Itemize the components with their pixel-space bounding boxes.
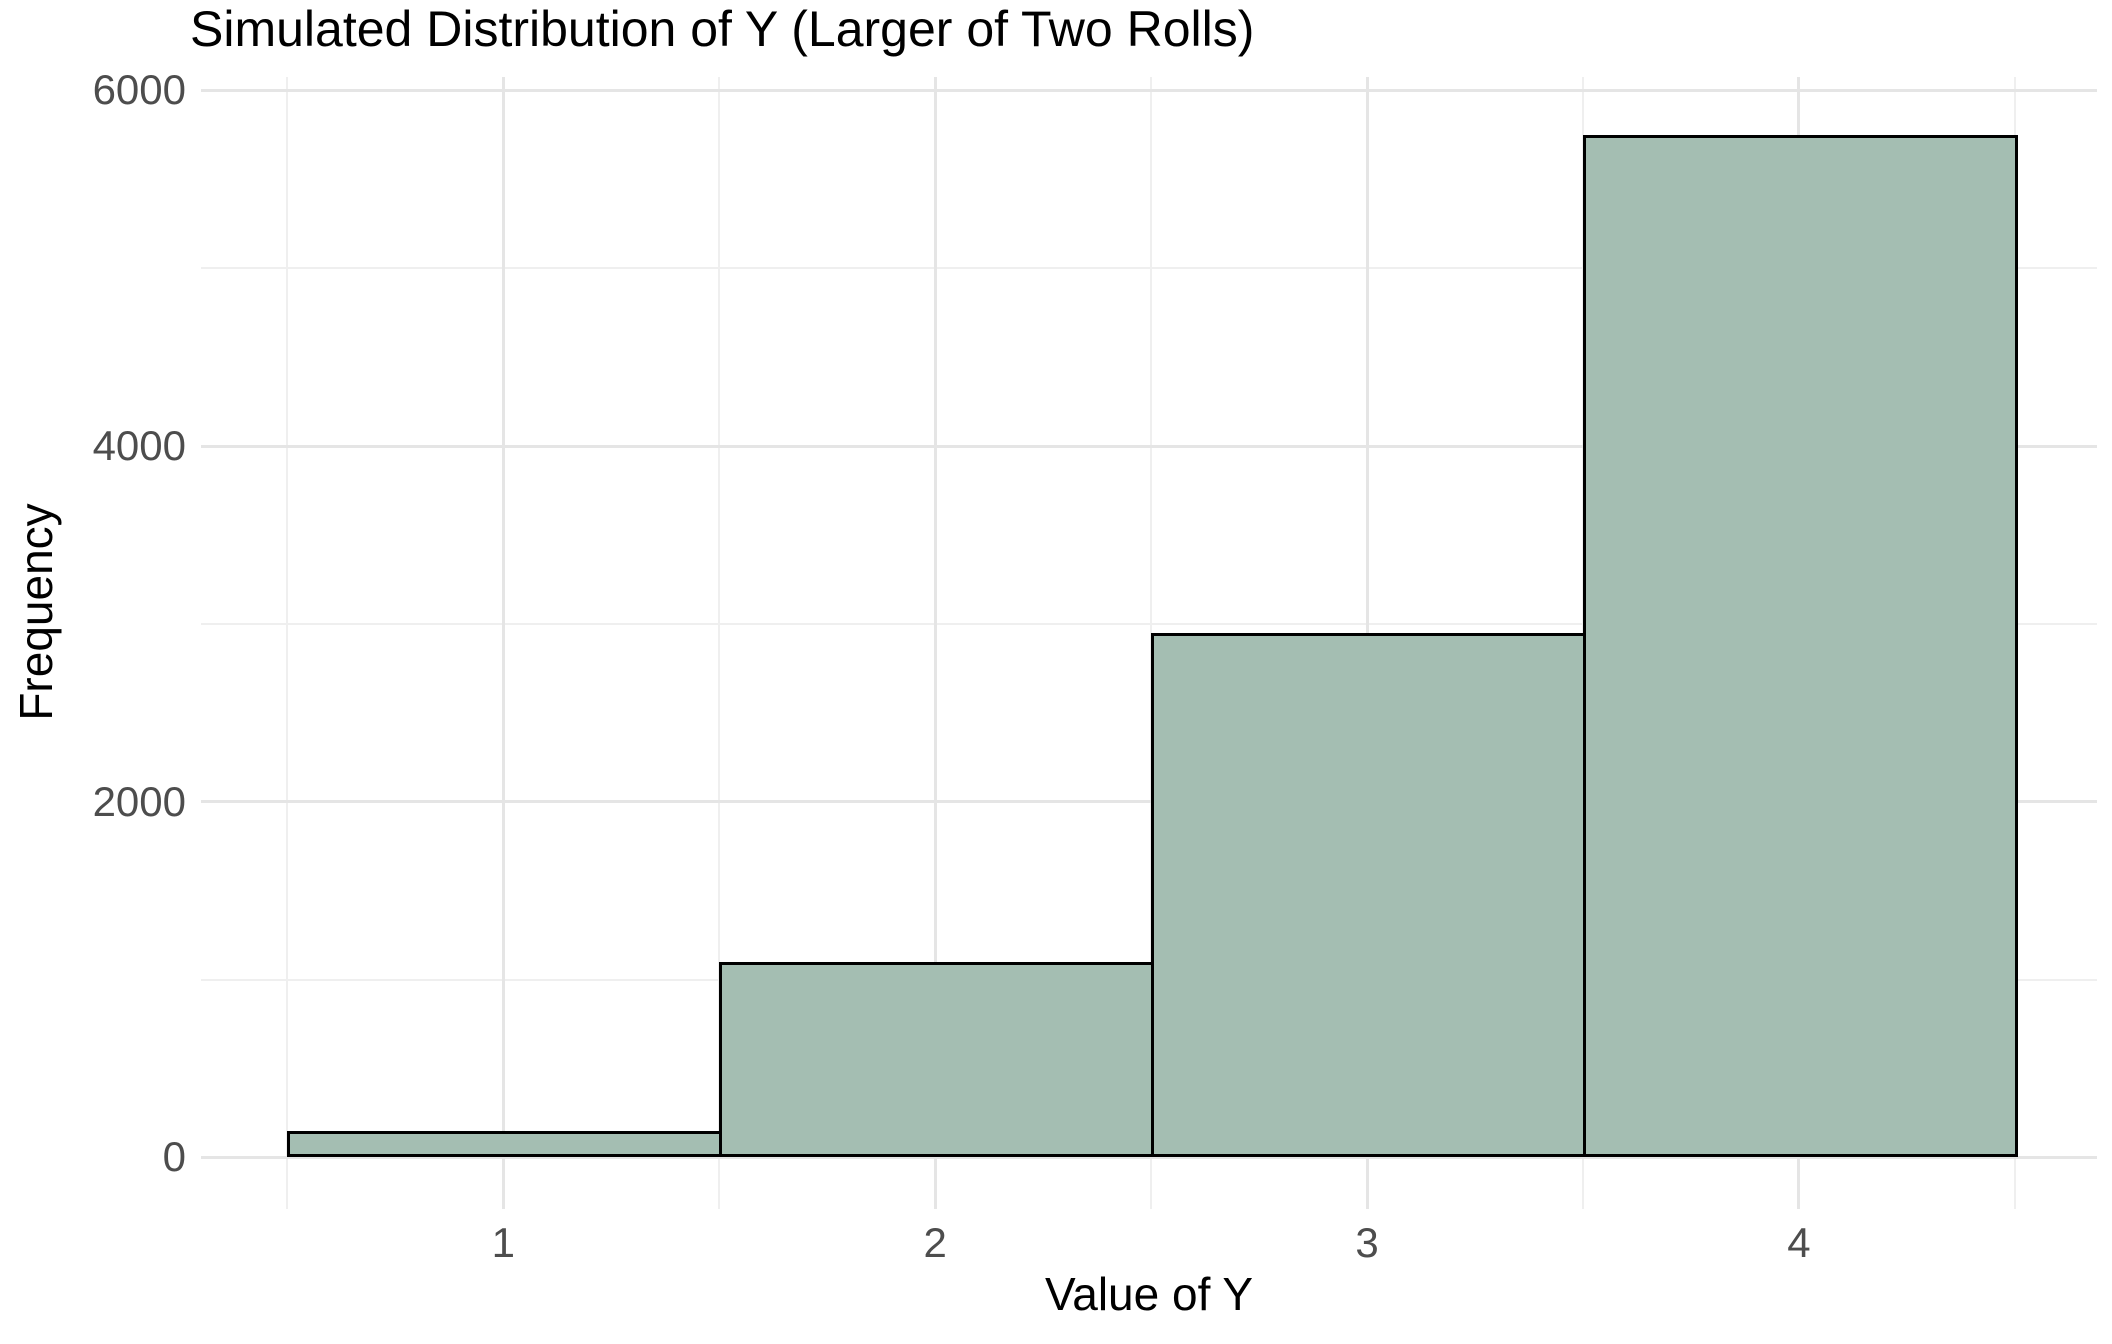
y-tick-label: 4000 <box>92 422 186 470</box>
y-tick-label: 0 <box>162 1133 186 1181</box>
y-major-gridline <box>201 1155 2097 1159</box>
y-major-gridline <box>201 88 2097 92</box>
x-tick-label: 2 <box>923 1219 947 1266</box>
x-tick-label: 3 <box>1355 1219 1379 1266</box>
y-tick-label: 2000 <box>92 777 186 825</box>
x-major-gridline <box>933 77 937 1209</box>
y-minor-gridline <box>201 622 2097 625</box>
histogram-bar <box>287 1130 723 1158</box>
histogram-bar <box>1583 134 2018 1158</box>
x-minor-gridline <box>718 77 721 1209</box>
x-minor-gridline <box>286 77 289 1209</box>
y-major-gridline <box>201 444 2097 448</box>
y-major-gridline <box>201 800 2097 804</box>
histogram-bar <box>719 961 1155 1158</box>
x-tick-label: 4 <box>1787 1219 1811 1266</box>
x-major-gridline <box>501 77 505 1209</box>
x-tick-label: 1 <box>491 1219 515 1266</box>
y-tick-label: 6000 <box>92 66 186 114</box>
chart-title: Simulated Distribution of Y (Larger of T… <box>190 1 1255 57</box>
histogram-bar <box>1151 632 1587 1158</box>
y-minor-gridline <box>201 267 2097 270</box>
x-axis-title: Value of Y <box>1044 1268 1253 1320</box>
y-axis-title: Frequency <box>10 503 62 721</box>
plot-panel <box>201 77 2097 1209</box>
